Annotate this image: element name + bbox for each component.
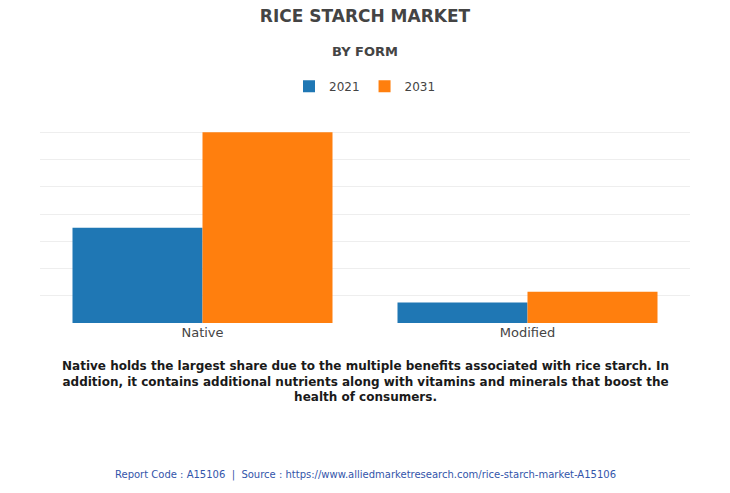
svg-text:Native: Native <box>181 325 223 340</box>
svg-text:BY FORM: BY FORM <box>332 44 398 59</box>
svg-text:Native holds the largest share: Native holds the largest share due to th… <box>62 359 669 404</box>
svg-text:RICE STARCH MARKET: RICE STARCH MARKET <box>260 6 471 26</box>
svg-text:2021: 2021 <box>329 80 360 94</box>
svg-text:Report Code : A15106 | Sourc: Report Code : A15106 | Source : https://… <box>115 469 616 481</box>
svg-text:Modified: Modified <box>500 325 555 340</box>
svg-text:2031: 2031 <box>405 80 436 94</box>
